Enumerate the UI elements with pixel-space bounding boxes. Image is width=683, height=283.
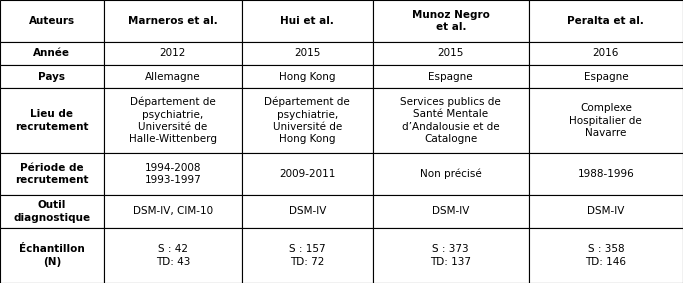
Text: Peralta et al.: Peralta et al. bbox=[568, 16, 644, 26]
Text: Munoz Negro
et al.: Munoz Negro et al. bbox=[412, 10, 490, 32]
Text: S : 358
TD: 146: S : 358 TD: 146 bbox=[585, 244, 626, 267]
Text: Hong Kong: Hong Kong bbox=[279, 72, 335, 82]
Bar bbox=[242, 0, 373, 42]
Bar bbox=[242, 228, 373, 283]
Text: Non précisé: Non précisé bbox=[420, 168, 482, 179]
Bar bbox=[104, 0, 242, 42]
Text: 2012: 2012 bbox=[160, 48, 186, 59]
Text: Département de
psychiatrie,
Université de
Hong Kong: Département de psychiatrie, Université d… bbox=[264, 97, 350, 144]
Text: Marneros et al.: Marneros et al. bbox=[128, 16, 218, 26]
Bar bbox=[529, 153, 683, 195]
Bar bbox=[529, 65, 683, 88]
Bar bbox=[373, 228, 529, 283]
Bar bbox=[104, 153, 242, 195]
Text: Année: Année bbox=[33, 48, 70, 59]
Text: Pays: Pays bbox=[38, 72, 66, 82]
Bar bbox=[242, 65, 373, 88]
Bar bbox=[373, 42, 529, 65]
Bar bbox=[373, 0, 529, 42]
Text: DSM-IV: DSM-IV bbox=[587, 206, 624, 216]
Bar bbox=[0, 65, 104, 88]
Text: S : 157
TD: 72: S : 157 TD: 72 bbox=[289, 244, 326, 267]
Bar bbox=[529, 0, 683, 42]
Text: DSM-IV: DSM-IV bbox=[432, 206, 469, 216]
Bar bbox=[104, 65, 242, 88]
Text: 1994-2008
1993-1997: 1994-2008 1993-1997 bbox=[144, 162, 201, 185]
Bar bbox=[0, 0, 104, 42]
Bar bbox=[373, 65, 529, 88]
Text: Outil
diagnostique: Outil diagnostique bbox=[14, 200, 90, 223]
Bar bbox=[242, 42, 373, 65]
Text: S : 373
TD: 137: S : 373 TD: 137 bbox=[430, 244, 471, 267]
Bar bbox=[529, 228, 683, 283]
Text: Période de
recrutement: Période de recrutement bbox=[15, 162, 89, 185]
Bar bbox=[0, 153, 104, 195]
Bar bbox=[242, 195, 373, 228]
Bar bbox=[529, 195, 683, 228]
Bar bbox=[0, 228, 104, 283]
Bar bbox=[0, 42, 104, 65]
Text: Espagne: Espagne bbox=[583, 72, 628, 82]
Text: DSM-IV: DSM-IV bbox=[289, 206, 326, 216]
Text: Lieu de
recrutement: Lieu de recrutement bbox=[15, 109, 89, 132]
Text: Département de
psychiatrie,
Université de
Halle-Wittenberg: Département de psychiatrie, Université d… bbox=[129, 97, 217, 144]
Text: Espagne: Espagne bbox=[428, 72, 473, 82]
Bar bbox=[373, 88, 529, 153]
Text: Hui et al.: Hui et al. bbox=[281, 16, 334, 26]
Bar bbox=[104, 195, 242, 228]
Bar bbox=[242, 153, 373, 195]
Text: 2015: 2015 bbox=[294, 48, 320, 59]
Text: S : 42
TD: 43: S : 42 TD: 43 bbox=[156, 244, 190, 267]
Text: Auteurs: Auteurs bbox=[29, 16, 75, 26]
Text: 2009-2011: 2009-2011 bbox=[279, 169, 335, 179]
Bar bbox=[104, 42, 242, 65]
Text: Allemagne: Allemagne bbox=[145, 72, 201, 82]
Bar bbox=[373, 153, 529, 195]
Text: Échantillon
(N): Échantillon (N) bbox=[19, 244, 85, 267]
Text: 2016: 2016 bbox=[593, 48, 619, 59]
Bar bbox=[0, 195, 104, 228]
Text: Complexe
Hospitalier de
Navarre: Complexe Hospitalier de Navarre bbox=[570, 103, 642, 138]
Bar bbox=[529, 42, 683, 65]
Text: Services publics de
Santé Mentale
d’Andalousie et de
Catalogne: Services publics de Santé Mentale d’Anda… bbox=[400, 97, 501, 144]
Bar bbox=[529, 88, 683, 153]
Text: DSM-IV, CIM-10: DSM-IV, CIM-10 bbox=[133, 206, 213, 216]
Bar bbox=[0, 88, 104, 153]
Bar bbox=[373, 195, 529, 228]
Text: 1988-1996: 1988-1996 bbox=[577, 169, 635, 179]
Bar bbox=[104, 88, 242, 153]
Bar bbox=[104, 228, 242, 283]
Text: 2015: 2015 bbox=[438, 48, 464, 59]
Bar bbox=[242, 88, 373, 153]
